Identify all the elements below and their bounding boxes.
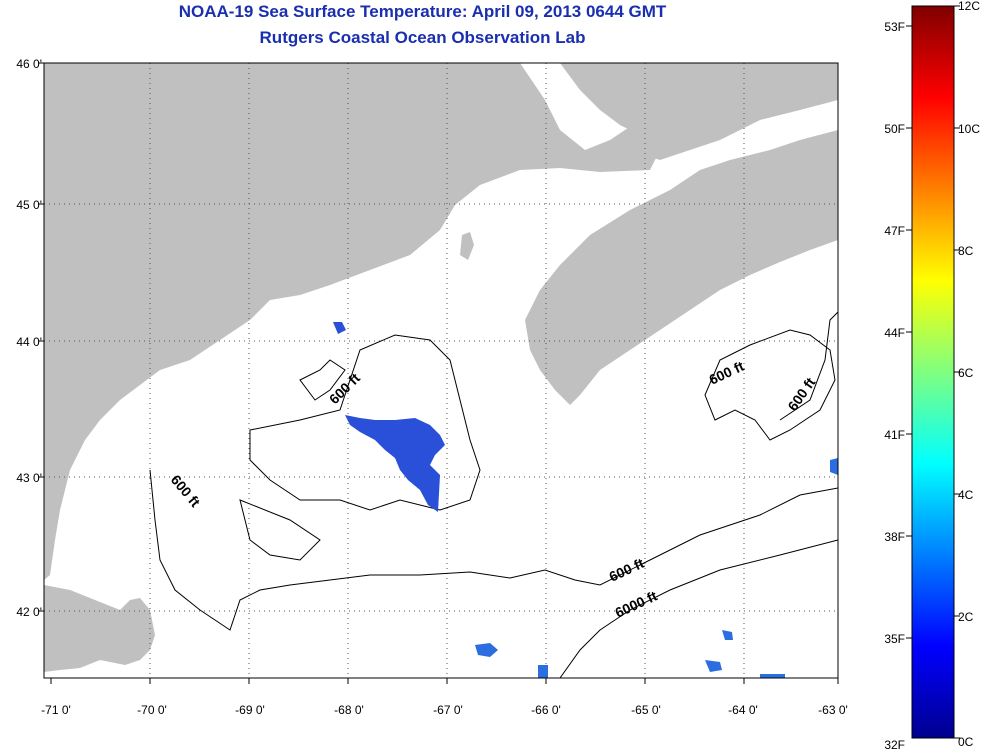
contour-600ft-south: [149, 469, 838, 631]
lat-tick-label: 43 0': [16, 471, 42, 485]
lon-tick-label: -64 0': [728, 703, 758, 717]
colorbar-f-label: 41F: [884, 428, 905, 442]
colorbar-f-label: 50F: [884, 122, 905, 136]
sst-patch-s5: [538, 665, 548, 678]
land-new-england: [44, 63, 660, 580]
contour-6000ft: [559, 539, 838, 678]
contour-600ft-bank: [299, 359, 346, 401]
lon-tick-label: -68 0': [334, 703, 364, 717]
colorbar-f-label: 35F: [884, 632, 905, 646]
sst-patch-main: [345, 415, 445, 512]
colorbar: [911, 5, 955, 739]
colorbar-c-label: 0C: [958, 735, 974, 749]
sst-patch-s4: [760, 674, 785, 678]
sst-patch-small: [333, 322, 346, 334]
colorbar-f-label: 53F: [884, 20, 905, 34]
colorbar-c-label: 12C: [958, 0, 980, 13]
sst-patch-s2: [705, 660, 722, 672]
colorbar-c-label: 4C: [958, 488, 974, 502]
colorbar-c-label: 6C: [958, 366, 974, 380]
sst-patch-e: [830, 458, 838, 475]
land-nova-scotia: [525, 130, 838, 405]
colorbar-c-label: 10C: [958, 122, 980, 136]
contour-600ft-inner: [249, 334, 481, 511]
lat-tick-label: 46 0': [16, 57, 42, 71]
sst-patch-s3: [722, 630, 733, 640]
map-title: NOAA-19 Sea Surface Temperature: April 0…: [178, 2, 667, 21]
contour-600ft-ne: [704, 329, 836, 441]
land-island: [460, 232, 474, 260]
colorbar-c-label: 2C: [958, 610, 974, 624]
contour-600ft-basin: [239, 499, 321, 561]
land-cape-cod: [44, 585, 155, 672]
lat-tick-label: 44 0': [16, 335, 42, 349]
lon-tick-label: -71 0': [41, 703, 71, 717]
lon-tick-label: -63 0': [818, 703, 848, 717]
lon-tick-label: -69 0': [235, 703, 265, 717]
colorbar-f-label: 44F: [884, 326, 905, 340]
colorbar-c-label: 8C: [958, 244, 974, 258]
lon-tick-label: -65 0': [631, 703, 661, 717]
colorbar-f-label: 47F: [884, 224, 905, 238]
lat-tick-label: 45 0': [16, 198, 42, 212]
land-new-brunswick: [560, 63, 838, 160]
colorbar-f-label: 38F: [884, 530, 905, 544]
contour-600ft-e: [779, 311, 838, 421]
lat-tick-label: 42 0': [16, 605, 42, 619]
lon-tick-label: -67 0': [433, 703, 463, 717]
lon-tick-label: -66 0': [531, 703, 561, 717]
colorbar-f-label: 32F: [884, 738, 905, 752]
lon-tick-label: -70 0': [137, 703, 167, 717]
sst-patch-s1: [475, 643, 498, 657]
map-subtitle: Rutgers Coastal Ocean Observation Lab: [259, 28, 586, 47]
